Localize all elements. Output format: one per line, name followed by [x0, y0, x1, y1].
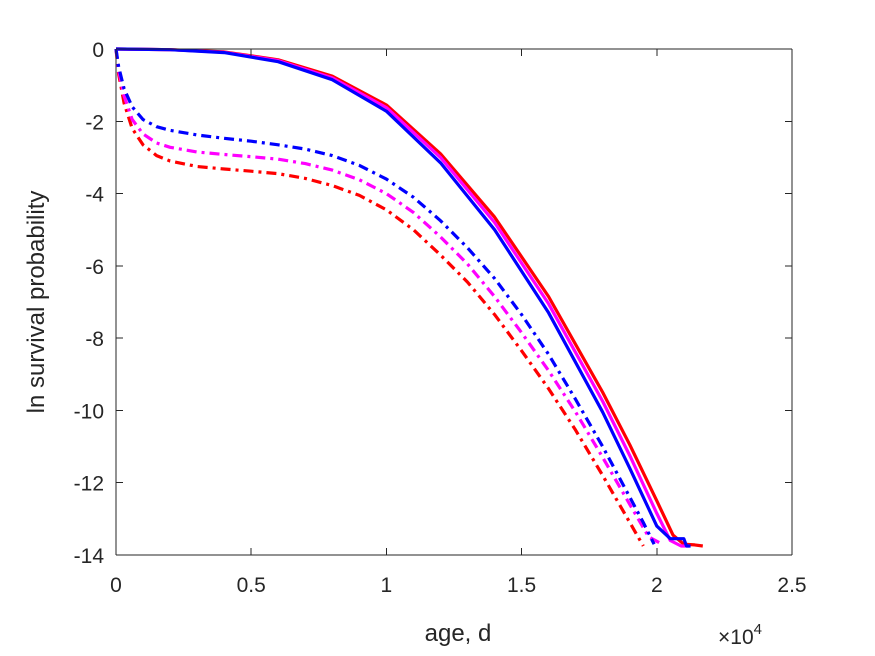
- x-exponent-base: ×10: [718, 626, 754, 649]
- y-tick-label: -2: [85, 111, 104, 134]
- x-tick-label: 2: [651, 574, 663, 597]
- series-line-6: [114, 48, 656, 545]
- series-line-3: [115, 47, 691, 548]
- x-tick-label: 0: [110, 574, 122, 597]
- x-tick-label: 2.5: [777, 574, 806, 597]
- y-tick-label: -12: [74, 473, 104, 496]
- ticks-layer: 0 0.5 1 1.5 2 2.5 0 -2 -4 -6 -8 -10 -12 -14: [74, 39, 807, 597]
- y-axis-label: ln survival probability: [23, 191, 50, 414]
- y-tick-label: -14: [74, 545, 105, 568]
- x-tick-label: 0.5: [237, 574, 266, 597]
- y-tick-label: -10: [74, 400, 104, 423]
- y-tick-label: -4: [85, 184, 104, 207]
- x-tick-label: 1.5: [507, 574, 536, 597]
- series-line-4: [114, 48, 645, 547]
- series-layer: [114, 47, 704, 548]
- series-line-5: [114, 48, 663, 546]
- y-tick-label: 0: [92, 39, 104, 62]
- x-axis-label: age, d: [425, 620, 492, 647]
- axes-layer: [115, 48, 793, 556]
- x-exponent-label: ×104: [718, 621, 762, 649]
- x-exponent-power: 4: [754, 621, 762, 638]
- y-tick-label: -6: [85, 256, 104, 279]
- x-tick-label: 1: [381, 574, 393, 597]
- plot-background: [116, 49, 792, 555]
- y-tick-label: -8: [85, 328, 104, 351]
